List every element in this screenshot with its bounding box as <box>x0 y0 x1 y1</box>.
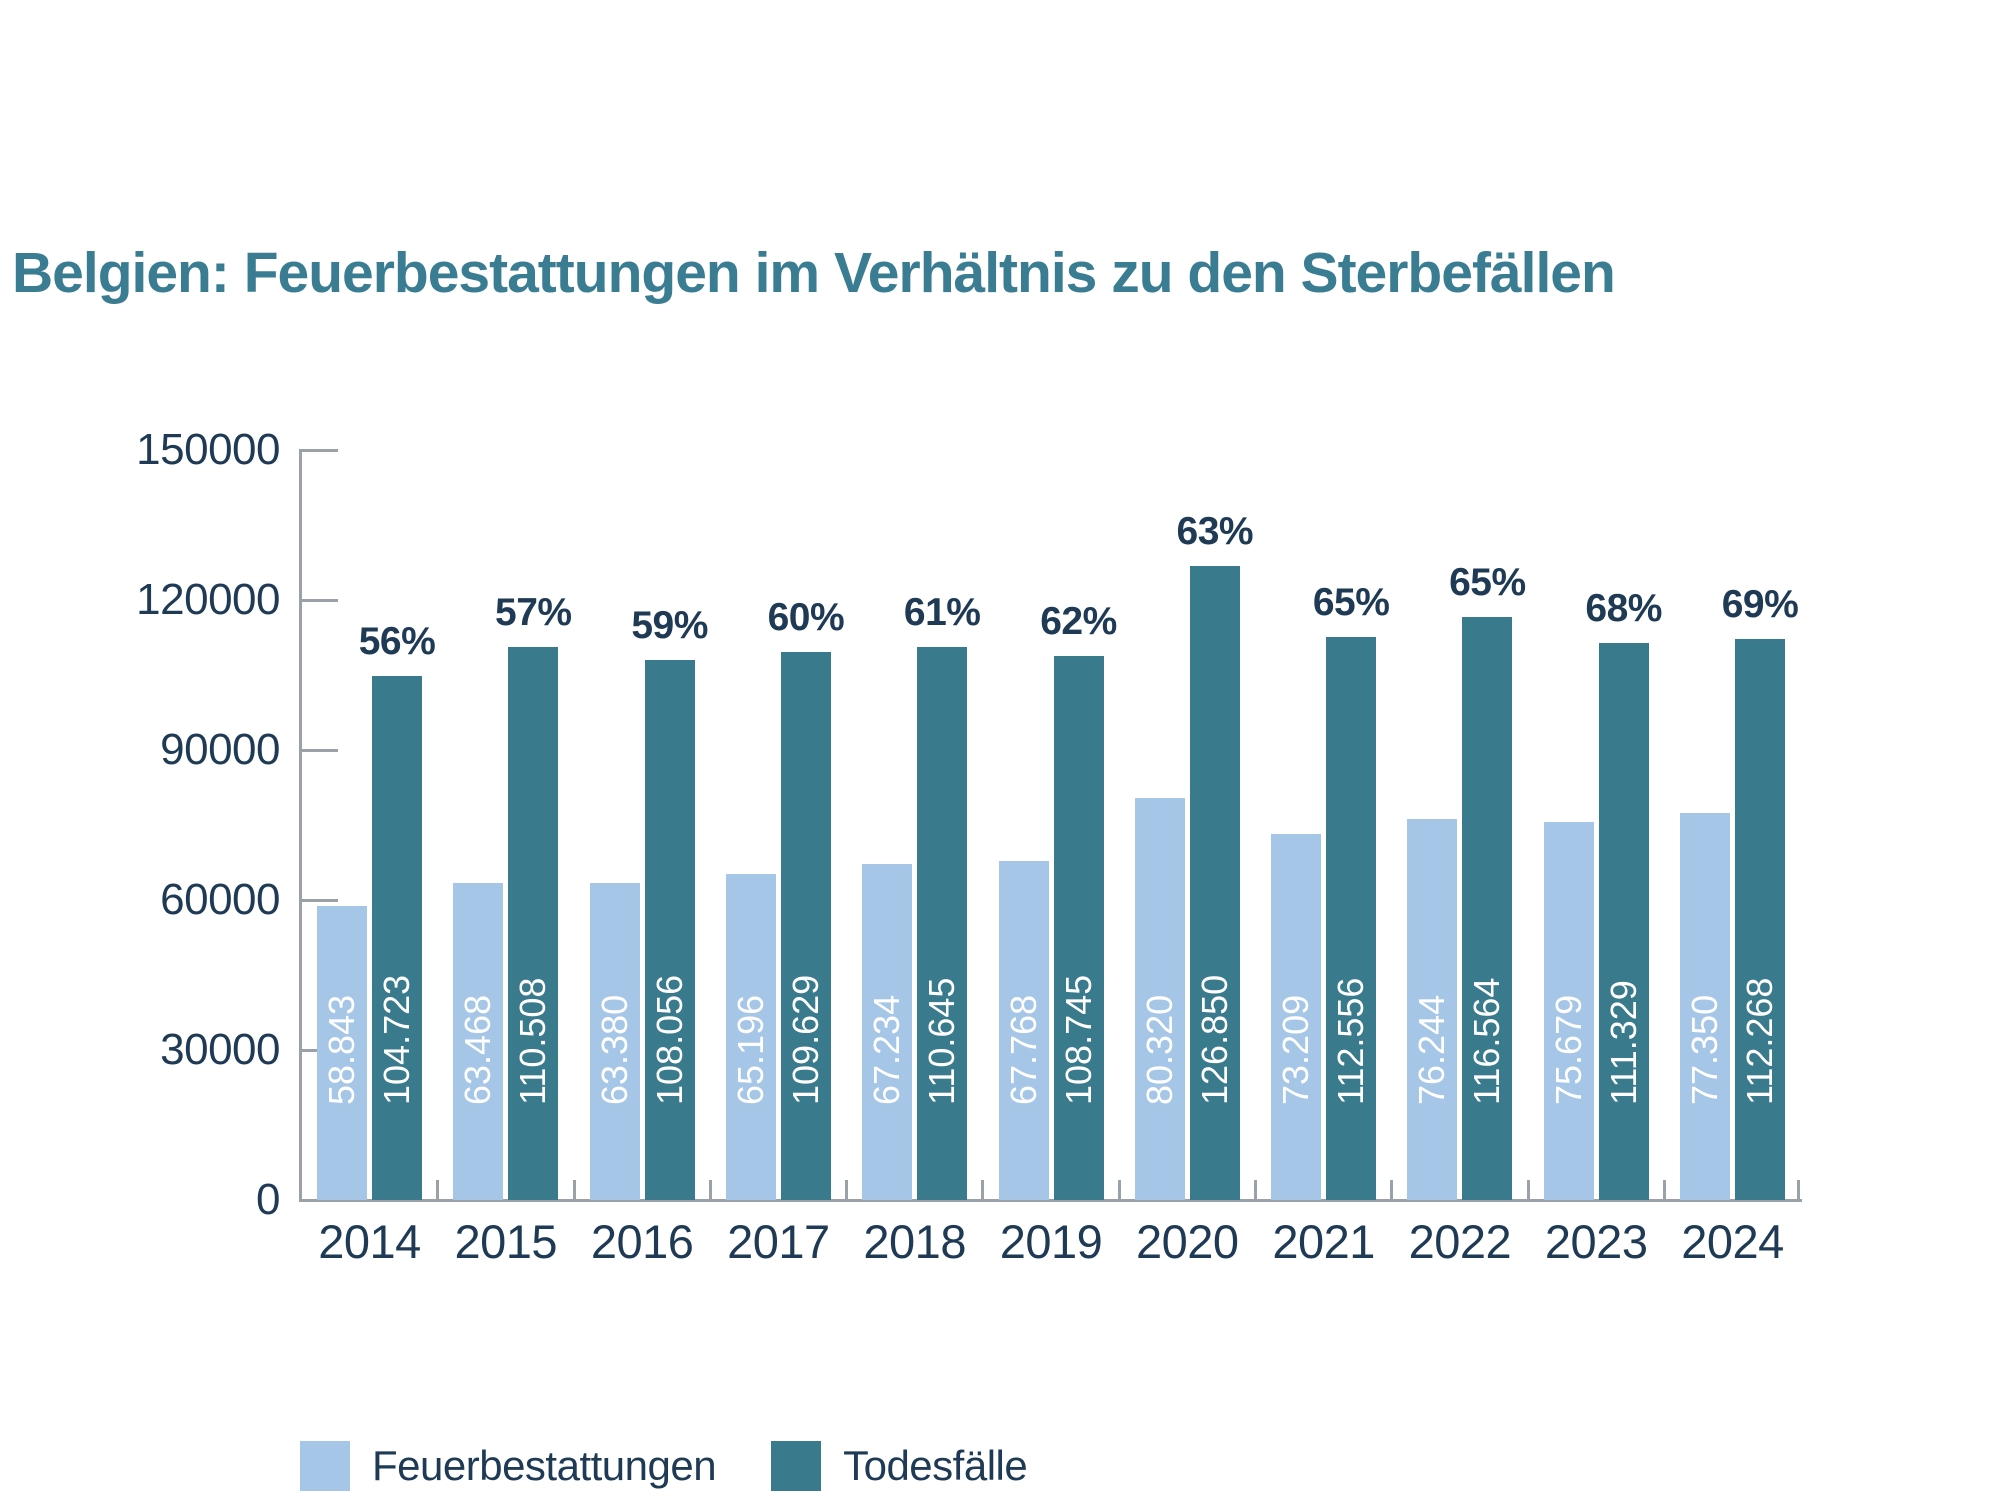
bar-todesfaelle-2015: 110.508 <box>508 647 559 1200</box>
percent-label-2021: 65% <box>1312 581 1390 625</box>
x-tick <box>1117 1180 1121 1200</box>
bar-feuerbestattungen-2015: 63.468 <box>453 882 504 1200</box>
legend-swatch-todesfaelle <box>771 1441 822 1491</box>
x-axis-label-2021: 2021 <box>1272 1215 1375 1268</box>
x-axis-label-2014: 2014 <box>318 1215 421 1268</box>
y-axis-label: 90000 <box>160 725 280 774</box>
x-tick <box>436 1180 440 1200</box>
percent-label-2015: 57% <box>495 591 572 635</box>
bar-value-label: 80.320 <box>1138 994 1180 1105</box>
bar-value-label: 76.244 <box>1411 994 1453 1105</box>
y-axis-label: 30000 <box>160 1025 280 1074</box>
bar-todesfaelle-2019: 108.745 <box>1053 656 1104 1200</box>
x-tick <box>1254 1180 1257 1200</box>
bar-todesfaelle-2022: 116.564 <box>1462 617 1513 1200</box>
x-axis-label-2017: 2017 <box>727 1215 830 1268</box>
x-axis-label-2022: 2022 <box>1408 1215 1512 1268</box>
bar-value-label: 109.629 <box>784 974 826 1105</box>
bar-todesfaelle-2021: 112.556 <box>1326 637 1377 1200</box>
y-tick <box>300 748 338 752</box>
bar-feuerbestattungen-2021: 73.209 <box>1271 833 1322 1200</box>
bar-value-label: 126.850 <box>1193 974 1235 1105</box>
bar-feuerbestattungen-2022: 76.244 <box>1407 818 1458 1200</box>
y-axis-line <box>298 449 302 1202</box>
bar-value-label: 73.209 <box>1275 994 1317 1105</box>
bar-feuerbestattungen-2019: 67.768 <box>998 861 1049 1200</box>
chart-title: Belgien: Feuerbestattungen im Verhältnis… <box>12 241 1616 305</box>
bar-value-label: 112.268 <box>1739 977 1780 1105</box>
percent-label-2024: 69% <box>1721 582 1799 626</box>
percent-label-2022: 65% <box>1449 561 1526 605</box>
bar-value-label: 77.350 <box>1684 994 1725 1105</box>
x-tick-end <box>1797 1180 1800 1200</box>
bar-value-label: 112.556 <box>1330 977 1372 1105</box>
x-tick <box>572 1180 576 1200</box>
x-tick <box>1662 1180 1666 1200</box>
bar-value-label: 108.056 <box>648 974 690 1105</box>
percent-label-2020: 63% <box>1176 509 1254 553</box>
bar-feuerbestattungen-2023: 75.679 <box>1543 821 1594 1200</box>
percent-label-2017: 60% <box>767 595 845 639</box>
bar-todesfaelle-2016: 108.056 <box>644 659 695 1200</box>
bar-value-label: 63.468 <box>457 994 499 1105</box>
x-tick <box>845 1180 849 1200</box>
bar-todesfaelle-2024: 112.268 <box>1735 638 1785 1200</box>
x-axis-label-2015: 2015 <box>454 1215 558 1268</box>
legend-label-feuerbestattungen: Feuerbestattungen <box>372 1442 717 1489</box>
bar-feuerbestattungen-2016: 63.380 <box>589 883 640 1200</box>
percent-label-2023: 68% <box>1585 587 1662 631</box>
legend: Feuerbestattungen Todesfälle <box>300 1440 1028 1492</box>
bar-todesfaelle-2018: 110.645 <box>917 646 968 1200</box>
bar-value-label: 75.679 <box>1547 994 1589 1105</box>
y-tick <box>300 598 338 602</box>
y-axis-label: 150000 <box>136 425 280 474</box>
bar-feuerbestattungen-2024: 77.350 <box>1680 813 1730 1200</box>
bar-value-label: 67.768 <box>1002 994 1044 1105</box>
bar-value-label: 110.508 <box>512 977 554 1105</box>
legend-swatch-feuerbestattungen <box>300 1441 350 1491</box>
x-tick <box>1526 1180 1530 1200</box>
bar-value-label: 65.196 <box>729 994 771 1105</box>
percent-label-2019: 62% <box>1040 600 1117 644</box>
bar-value-label: 111.329 <box>1602 980 1644 1105</box>
x-axis-line <box>298 1198 1802 1202</box>
bar-feuerbestattungen-2014: 58.843 <box>317 905 367 1200</box>
bar-todesfaelle-2023: 111.329 <box>1598 643 1649 1200</box>
x-axis-label-2018: 2018 <box>863 1215 966 1268</box>
x-tick <box>981 1180 985 1200</box>
bar-feuerbestattungen-2018: 67.234 <box>862 863 913 1200</box>
bar-value-label: 116.564 <box>1466 977 1508 1105</box>
percent-label-2018: 61% <box>903 590 981 634</box>
percent-label-2014: 56% <box>358 620 436 664</box>
bar-value-label: 67.234 <box>866 994 908 1105</box>
bar-todesfaelle-2020: 126.850 <box>1189 565 1240 1200</box>
y-axis-label: 0 <box>256 1175 280 1224</box>
y-tick <box>300 898 338 902</box>
bar-todesfaelle-2014: 104.723 <box>372 676 422 1200</box>
x-tick <box>1390 1180 1394 1200</box>
bar-value-label: 108.745 <box>1057 974 1099 1105</box>
x-tick <box>708 1180 712 1200</box>
x-axis-label-2019: 2019 <box>999 1215 1103 1268</box>
bar-feuerbestattungen-2017: 65.196 <box>725 874 776 1200</box>
legend-label-todesfaelle: Todesfälle <box>843 1442 1028 1489</box>
bar-value-label: 58.843 <box>321 994 362 1105</box>
y-tick <box>300 448 338 452</box>
bar-value-label: 63.380 <box>593 994 635 1105</box>
bar-value-label: 104.723 <box>376 974 417 1105</box>
percent-label-2016: 59% <box>631 603 708 647</box>
x-axis-label-2024: 2024 <box>1681 1215 1784 1268</box>
x-axis-label-2023: 2023 <box>1544 1215 1648 1268</box>
x-axis-label-2020: 2020 <box>1136 1215 1239 1268</box>
bar-todesfaelle-2017: 109.629 <box>780 651 831 1200</box>
y-axis-label: 120000 <box>136 575 280 624</box>
x-axis-label-2016: 2016 <box>590 1215 694 1268</box>
y-axis-label: 60000 <box>160 875 280 924</box>
bar-value-label: 110.645 <box>921 977 963 1105</box>
bar-feuerbestattungen-2020: 80.320 <box>1134 798 1185 1200</box>
